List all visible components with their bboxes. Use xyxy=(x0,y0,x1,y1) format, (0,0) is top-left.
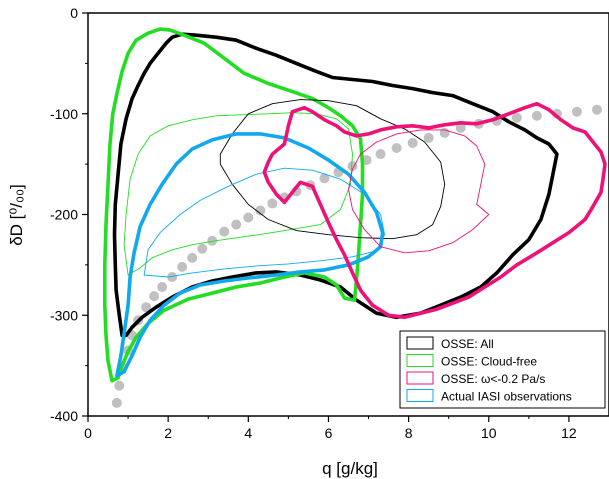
series-contour-0 xyxy=(112,32,559,338)
dotted-point xyxy=(255,205,266,216)
series-contour-1 xyxy=(103,27,365,383)
legend-swatch xyxy=(406,354,434,367)
legend-swatch xyxy=(406,389,434,402)
series-contour-4 xyxy=(115,132,385,378)
dotted-point xyxy=(219,226,230,237)
dotted-point xyxy=(439,127,450,138)
x-tick-label: 4 xyxy=(244,425,252,441)
dotted-point xyxy=(591,104,602,115)
dotted-point xyxy=(149,291,160,302)
series-contour-6 xyxy=(262,101,607,320)
legend-label: OSSE: Cloud-free xyxy=(441,355,537,369)
dotted-point xyxy=(571,106,582,117)
dotted-point xyxy=(319,173,330,184)
dotted-point xyxy=(187,252,198,263)
dotted-point xyxy=(455,122,466,133)
y-tick-label: -200 xyxy=(50,207,78,223)
dotted-point xyxy=(531,110,542,121)
dotted-point xyxy=(157,282,168,293)
y-tick-label: 0 xyxy=(70,5,78,21)
x-tick-label: 10 xyxy=(481,425,497,441)
y-tick-label: -400 xyxy=(50,408,78,424)
dotted-point xyxy=(243,212,254,223)
x-tick-label: 6 xyxy=(325,425,333,441)
dotted-point xyxy=(207,235,218,246)
x-axis-label: q [g/kg] xyxy=(322,459,378,478)
legend: OSSE: All OSSE: Cloud-free OSSE: ω<-0.2 Pa… xyxy=(399,330,606,409)
x-tick-label: 8 xyxy=(405,425,413,441)
x-tick-label: 0 xyxy=(84,425,92,441)
series-contour-7 xyxy=(348,129,490,254)
axes: 0 2 4 6 8 10 12 0 -100 -200 -300 -400 xyxy=(50,5,577,441)
x-tick-label: 12 xyxy=(561,425,577,441)
legend-label: Actual IASI observations xyxy=(441,390,572,404)
dotted-point xyxy=(375,149,386,160)
legend-swatch xyxy=(406,336,434,350)
dotted-point xyxy=(167,271,178,282)
legend-label: OSSE: All xyxy=(441,337,494,351)
legend-box xyxy=(399,330,606,409)
dotted-point xyxy=(407,137,418,148)
dotted-point xyxy=(511,112,522,123)
x-tick-label: 2 xyxy=(164,425,172,441)
dotted-point xyxy=(141,302,152,313)
series-layer xyxy=(103,27,607,383)
dotted-point xyxy=(267,198,278,209)
dotted-point xyxy=(111,397,122,408)
dotted-point xyxy=(423,132,434,143)
series-contour-2 xyxy=(123,112,353,276)
dotted-point xyxy=(231,219,242,230)
series-contour-3 xyxy=(219,99,446,240)
legend-label: OSSE: ω<-0.2 Pa/s xyxy=(441,372,545,386)
dotted-point xyxy=(177,261,188,272)
dotted-point xyxy=(197,243,208,254)
series-contour-5 xyxy=(143,167,386,278)
legend-swatch xyxy=(406,371,434,385)
dotted-point xyxy=(114,380,125,391)
dotted-point xyxy=(391,143,402,154)
y-axis-label: δD [⁰/₀₀] xyxy=(7,184,26,246)
y-tick-label: -300 xyxy=(50,307,78,323)
y-tick-label: -100 xyxy=(50,106,78,122)
